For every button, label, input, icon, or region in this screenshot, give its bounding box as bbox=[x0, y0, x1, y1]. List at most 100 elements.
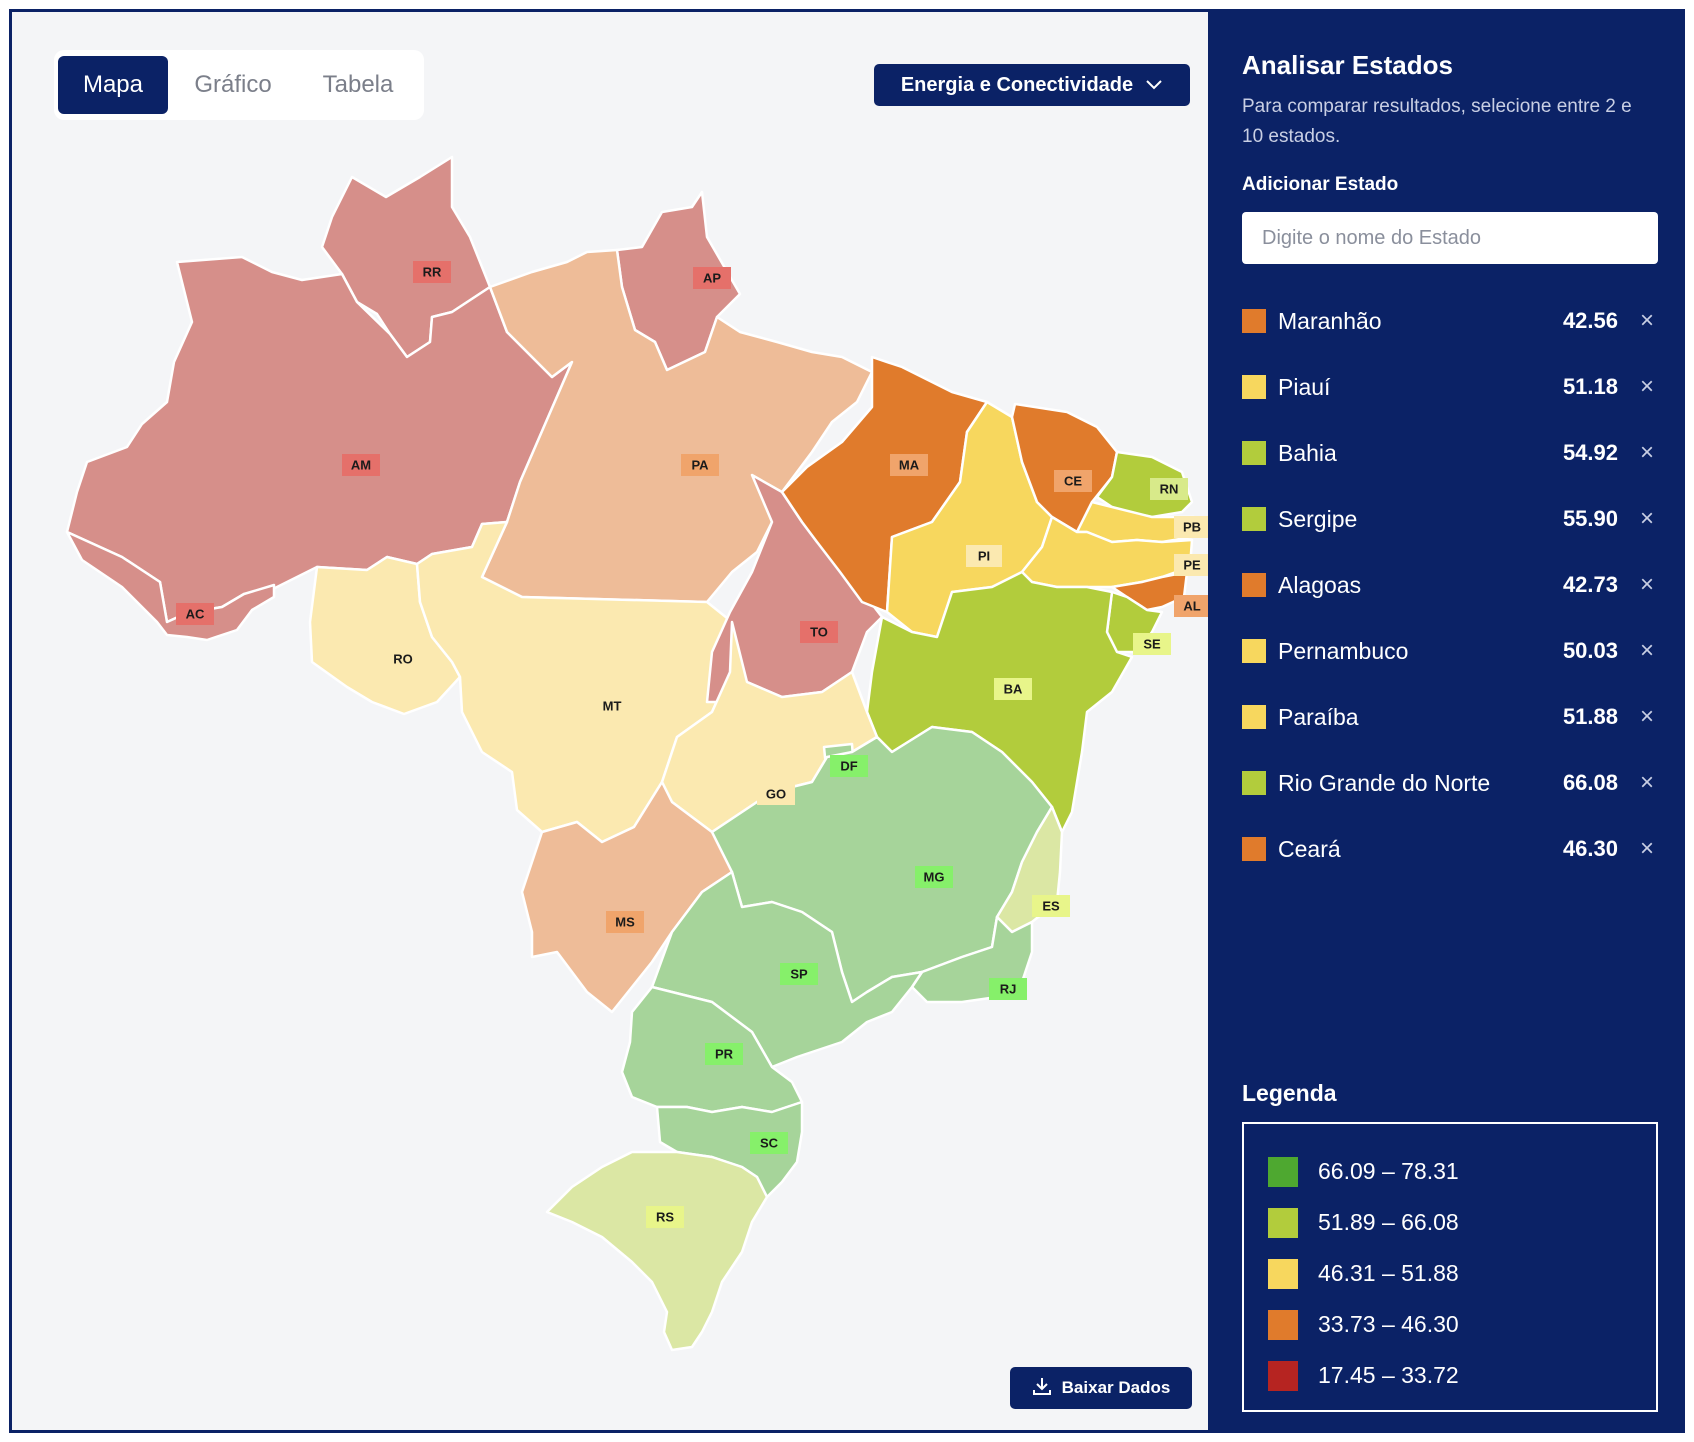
state-name: Piauí bbox=[1278, 373, 1331, 400]
state-code: MG bbox=[924, 870, 945, 885]
state-label-rj: RJ bbox=[989, 978, 1027, 1000]
close-icon[interactable]: × bbox=[1639, 505, 1654, 532]
state-code: AM bbox=[351, 458, 371, 473]
state-search-input[interactable] bbox=[1242, 212, 1658, 264]
state-label-bg bbox=[800, 621, 838, 643]
panel-title: Analisar Estados bbox=[1242, 50, 1453, 80]
selected-state-item: Alagoas 42.73 × bbox=[1242, 552, 1658, 618]
state-code: PI bbox=[978, 549, 990, 564]
state-label-go: GO bbox=[757, 783, 795, 805]
state-label-bg bbox=[915, 866, 953, 888]
legend: 66.09 – 78.31 51.89 – 66.08 46.31 – 51.88 3… bbox=[1242, 1122, 1658, 1412]
legend-item: 17.45 – 33.72 bbox=[1268, 1350, 1632, 1401]
state-name: Alagoas bbox=[1278, 571, 1362, 598]
state-label-pe: PE bbox=[1174, 554, 1208, 576]
selected-state-item: Bahia 54.92 × bbox=[1242, 420, 1658, 486]
state-ba[interactable] bbox=[865, 570, 1134, 834]
state-label-mg: MG bbox=[915, 866, 953, 888]
close-icon[interactable]: × bbox=[1639, 307, 1654, 334]
state-label-pa: PA bbox=[681, 454, 719, 476]
legend-item: 46.31 – 51.88 bbox=[1268, 1248, 1632, 1299]
app-frame: RR AP AM AC PA RO MT TO MA PI CE RN PB P… bbox=[9, 9, 1685, 1433]
state-color-swatch bbox=[1242, 705, 1266, 729]
state-label-bg bbox=[757, 783, 795, 805]
state-color-swatch bbox=[1242, 837, 1266, 861]
state-value: 54.92 bbox=[1562, 440, 1618, 465]
legend-item: 51.89 – 66.08 bbox=[1268, 1197, 1632, 1248]
state-name: Paraíba bbox=[1278, 703, 1359, 730]
state-color-swatch bbox=[1242, 771, 1266, 795]
state-label-rr: RR bbox=[413, 261, 451, 283]
state-label-bg bbox=[780, 963, 818, 985]
state-label-bg bbox=[681, 454, 719, 476]
state-value: 51.88 bbox=[1562, 704, 1618, 729]
state-label-bg bbox=[830, 755, 868, 777]
state-value: 42.56 bbox=[1562, 308, 1618, 333]
state-color-swatch bbox=[1242, 639, 1266, 663]
tab-tabela[interactable]: Tabela bbox=[322, 71, 394, 98]
state-label-bg bbox=[705, 1043, 743, 1065]
close-icon[interactable]: × bbox=[1639, 373, 1654, 400]
state-label-sc: SC bbox=[750, 1132, 788, 1154]
tab-mapa[interactable]: Mapa bbox=[58, 56, 168, 114]
state-ac[interactable] bbox=[65, 530, 276, 642]
close-icon[interactable]: × bbox=[1639, 637, 1654, 664]
state-name: Sergipe bbox=[1278, 505, 1358, 532]
state-ms[interactable] bbox=[520, 780, 734, 1014]
state-value: 55.90 bbox=[1562, 506, 1618, 531]
state-label-bg bbox=[1174, 554, 1208, 576]
legend-range: 51.89 – 66.08 bbox=[1318, 1209, 1459, 1235]
chevron-down-icon bbox=[1145, 74, 1163, 97]
state-name: Maranhão bbox=[1278, 307, 1382, 334]
close-icon[interactable]: × bbox=[1639, 439, 1654, 466]
state-name: Rio Grande do Norte bbox=[1278, 769, 1491, 796]
state-code: AC bbox=[186, 607, 205, 622]
state-code: AP bbox=[703, 271, 721, 286]
state-code: DF bbox=[840, 759, 857, 774]
state-code: PA bbox=[691, 458, 709, 473]
close-icon[interactable]: × bbox=[1639, 571, 1654, 598]
state-label-mt: MT bbox=[593, 695, 631, 717]
state-name: Ceará bbox=[1278, 835, 1341, 862]
close-icon[interactable]: × bbox=[1639, 835, 1654, 862]
state-color-swatch bbox=[1242, 375, 1266, 399]
state-label-am: AM bbox=[342, 454, 380, 476]
state-label-ac: AC bbox=[176, 603, 214, 625]
state-code: ES bbox=[1042, 899, 1060, 914]
state-label-bg bbox=[1054, 470, 1092, 492]
state-code: MT bbox=[603, 699, 622, 714]
state-value: 51.18 bbox=[1562, 374, 1618, 399]
state-code: TO bbox=[810, 625, 828, 640]
state-label-rn: RN bbox=[1150, 478, 1188, 500]
state-label-ro: RO bbox=[384, 648, 422, 670]
state-label-bg bbox=[413, 261, 451, 283]
legend-swatch bbox=[1268, 1309, 1298, 1340]
state-code: RJ bbox=[1000, 982, 1017, 997]
state-label-ma: MA bbox=[890, 454, 928, 476]
state-label-bg bbox=[989, 978, 1027, 1000]
brazil-map: RR AP AM AC PA RO MT TO MA PI CE RN PB P… bbox=[65, 155, 1208, 1352]
state-label-bg bbox=[693, 267, 731, 289]
selected-state-item: Sergipe 55.90 × bbox=[1242, 486, 1658, 552]
legend-title: Legenda bbox=[1242, 1080, 1337, 1106]
state-label-bg bbox=[593, 695, 631, 717]
state-label-bg bbox=[176, 603, 214, 625]
state-code: PE bbox=[1183, 558, 1201, 573]
state-label-ap: AP bbox=[693, 267, 731, 289]
state-label-bg bbox=[1174, 595, 1208, 617]
close-icon[interactable]: × bbox=[1639, 769, 1654, 796]
selected-state-item: Paraíba 51.88 × bbox=[1242, 684, 1658, 750]
state-ma[interactable] bbox=[780, 355, 989, 614]
state-color-swatch bbox=[1242, 309, 1266, 333]
download-button[interactable]: Baixar Dados bbox=[1010, 1367, 1192, 1409]
category-dropdown[interactable]: Energia e Conectividade bbox=[874, 64, 1190, 106]
close-icon[interactable]: × bbox=[1639, 703, 1654, 730]
state-rs[interactable] bbox=[545, 1150, 769, 1352]
state-code: MA bbox=[899, 458, 920, 473]
tab-grafico[interactable]: Gráfico bbox=[194, 71, 272, 98]
legend-item: 33.73 – 46.30 bbox=[1268, 1299, 1632, 1350]
state-label-pb: PB bbox=[1174, 516, 1208, 538]
state-code: SC bbox=[760, 1136, 779, 1151]
state-value: 66.08 bbox=[1562, 770, 1618, 795]
state-label-bg bbox=[1150, 478, 1188, 500]
